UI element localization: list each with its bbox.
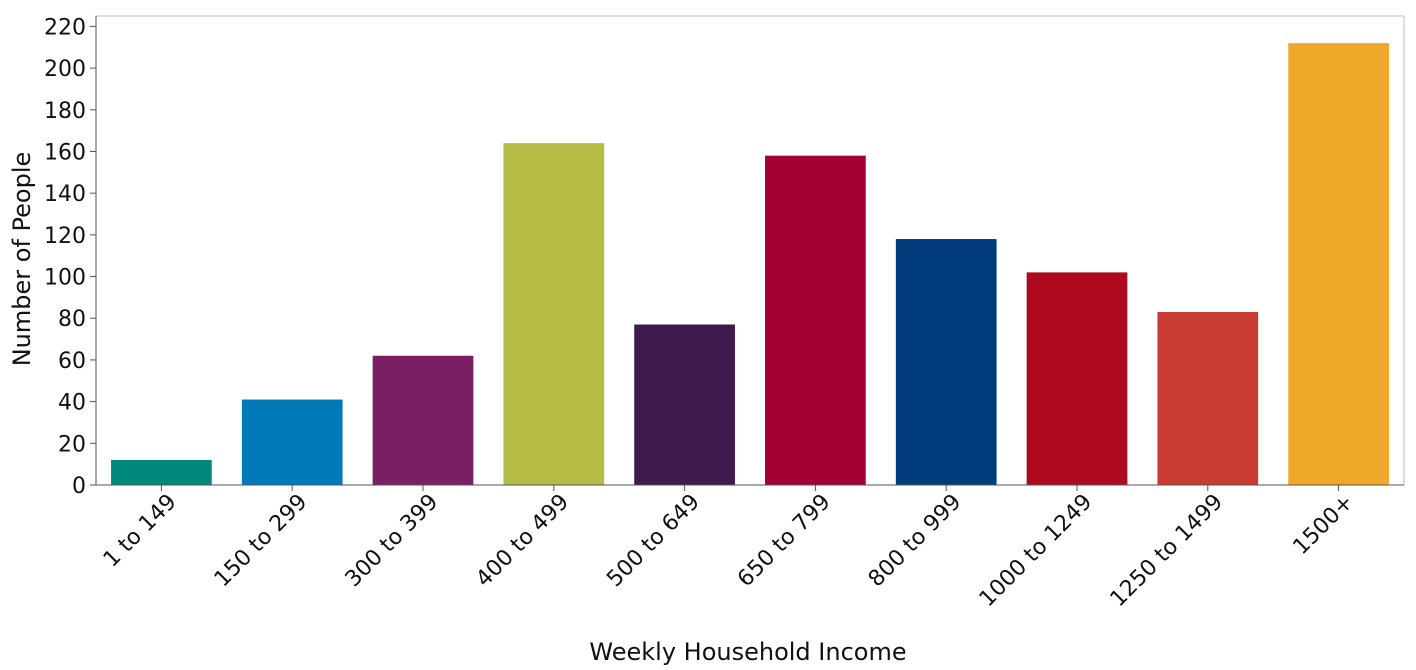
x-tick-label: 400 to 499: [471, 490, 574, 593]
x-tick-label: 1500+: [1289, 490, 1359, 560]
y-tick-label: 200: [44, 57, 86, 82]
bar: [634, 324, 735, 485]
bar: [241, 399, 343, 485]
y-tick-label: 120: [44, 224, 86, 249]
bar: [895, 239, 997, 485]
y-axis-title: Number of People: [8, 152, 36, 367]
y-tick-label: 20: [58, 432, 86, 457]
y-tick-label: 140: [44, 182, 86, 207]
bar: [1157, 311, 1259, 485]
y-tick-label: 40: [58, 391, 86, 416]
x-tick-label: 300 to 399: [341, 490, 444, 593]
x-tick-label: 800 to 999: [864, 490, 967, 593]
y-tick-label: 60: [58, 349, 86, 374]
bar: [111, 459, 212, 485]
y-tick-label: 220: [44, 15, 86, 40]
bar: [503, 143, 605, 485]
x-tick-label: 1 to 149: [99, 490, 182, 573]
y-tick-label: 0: [72, 474, 86, 499]
bar: [765, 155, 866, 485]
x-ticks-group: 1 to 149 150 to 299 300 to 399 400 to 499 50…: [99, 485, 1359, 612]
x-tick-label: 650 to 799: [733, 490, 836, 593]
bar: [1288, 43, 1389, 485]
x-tick-label: 500 to 649: [602, 490, 705, 593]
bar: [1026, 272, 1128, 485]
bar: [372, 355, 474, 485]
x-tick-label: 1250 to 1499: [1106, 490, 1228, 612]
x-axis-title: Weekly Household Income: [589, 638, 906, 666]
y-tick-label: 100: [44, 266, 86, 291]
x-tick-label: 150 to 299: [210, 490, 313, 593]
y-tick-label: 160: [44, 140, 86, 165]
x-tick-label: 1000 to 1249: [975, 490, 1097, 612]
y-tick-label: 80: [58, 307, 86, 332]
y-ticks-group: 0 20 40 60 80 100 120 140 160 180 200 220: [44, 15, 96, 499]
bars-group: [111, 43, 1389, 485]
y-tick-label: 180: [44, 99, 86, 124]
